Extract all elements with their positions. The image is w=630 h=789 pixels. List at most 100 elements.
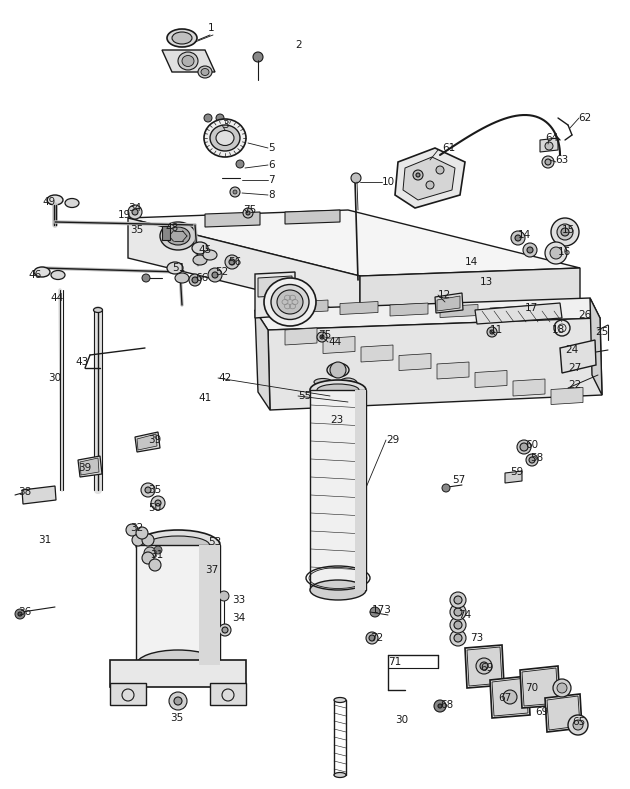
Circle shape: [450, 604, 466, 620]
Ellipse shape: [51, 271, 65, 279]
Circle shape: [317, 332, 327, 342]
Circle shape: [480, 662, 488, 670]
Circle shape: [450, 592, 466, 608]
Circle shape: [330, 362, 346, 378]
Circle shape: [517, 440, 531, 454]
Circle shape: [370, 607, 380, 617]
Circle shape: [154, 546, 162, 554]
Circle shape: [545, 242, 567, 264]
Ellipse shape: [314, 379, 332, 386]
Polygon shape: [199, 545, 220, 665]
Polygon shape: [136, 545, 220, 665]
Polygon shape: [403, 157, 455, 200]
Circle shape: [132, 209, 138, 215]
Circle shape: [438, 704, 442, 708]
Circle shape: [219, 624, 231, 636]
Polygon shape: [522, 668, 558, 706]
Polygon shape: [490, 306, 528, 319]
Polygon shape: [162, 50, 215, 72]
Ellipse shape: [198, 66, 212, 78]
Polygon shape: [435, 293, 463, 313]
Polygon shape: [440, 305, 478, 317]
Circle shape: [454, 596, 462, 604]
Polygon shape: [399, 353, 431, 371]
Circle shape: [545, 142, 553, 150]
Polygon shape: [520, 666, 560, 708]
Text: 70: 70: [525, 683, 538, 693]
Text: 66: 66: [195, 273, 209, 283]
Text: 68: 68: [440, 700, 453, 710]
Text: 44: 44: [50, 293, 63, 303]
Text: 36: 36: [18, 607, 32, 617]
Circle shape: [189, 274, 201, 286]
Circle shape: [222, 627, 228, 633]
Circle shape: [476, 658, 492, 674]
Ellipse shape: [147, 536, 210, 554]
Circle shape: [542, 156, 554, 168]
Circle shape: [151, 496, 165, 510]
Circle shape: [174, 697, 182, 705]
Text: 5: 5: [268, 143, 275, 153]
Text: 15: 15: [562, 225, 575, 235]
Polygon shape: [551, 387, 583, 405]
Circle shape: [230, 187, 240, 197]
Text: 43: 43: [75, 357, 88, 367]
Polygon shape: [437, 362, 469, 379]
Text: 31: 31: [150, 550, 163, 560]
Ellipse shape: [136, 650, 220, 680]
Text: 10: 10: [382, 177, 395, 187]
Circle shape: [527, 247, 533, 253]
Circle shape: [550, 247, 562, 259]
Text: 61: 61: [442, 143, 455, 153]
Circle shape: [545, 159, 551, 165]
Circle shape: [141, 483, 155, 497]
Circle shape: [450, 630, 466, 646]
Ellipse shape: [216, 130, 234, 145]
Circle shape: [487, 327, 497, 337]
Text: 75: 75: [318, 330, 331, 340]
Polygon shape: [162, 226, 170, 240]
Text: 34: 34: [128, 203, 141, 213]
Circle shape: [243, 208, 253, 218]
Circle shape: [144, 547, 156, 559]
Polygon shape: [22, 486, 56, 504]
Circle shape: [454, 608, 462, 616]
Polygon shape: [467, 647, 502, 686]
Text: 27: 27: [568, 363, 581, 373]
Polygon shape: [590, 298, 602, 395]
Text: 55: 55: [298, 391, 311, 401]
Circle shape: [454, 621, 462, 629]
Polygon shape: [361, 345, 393, 362]
Circle shape: [204, 114, 212, 122]
Circle shape: [142, 552, 154, 564]
Circle shape: [557, 224, 573, 240]
Text: 14: 14: [465, 257, 478, 267]
Circle shape: [126, 524, 138, 536]
Polygon shape: [492, 678, 528, 716]
Circle shape: [169, 692, 187, 710]
Text: 8: 8: [268, 190, 275, 200]
Text: 50: 50: [148, 503, 161, 513]
Circle shape: [520, 443, 528, 451]
Polygon shape: [547, 696, 580, 730]
Circle shape: [442, 484, 450, 492]
Text: 62: 62: [578, 113, 591, 123]
Ellipse shape: [178, 52, 198, 70]
Polygon shape: [135, 432, 160, 452]
Polygon shape: [255, 272, 295, 318]
Text: 64: 64: [545, 133, 558, 143]
Text: 12: 12: [438, 290, 451, 300]
Ellipse shape: [210, 125, 240, 151]
Polygon shape: [285, 328, 317, 345]
Circle shape: [155, 500, 161, 506]
Circle shape: [561, 228, 569, 236]
Text: 42: 42: [218, 373, 231, 383]
Ellipse shape: [317, 384, 359, 396]
Ellipse shape: [201, 69, 209, 76]
Text: 14: 14: [518, 230, 531, 240]
Text: 56: 56: [228, 257, 241, 267]
Circle shape: [366, 632, 378, 644]
Ellipse shape: [182, 55, 194, 66]
Text: 74: 74: [458, 610, 471, 620]
Ellipse shape: [310, 380, 366, 400]
